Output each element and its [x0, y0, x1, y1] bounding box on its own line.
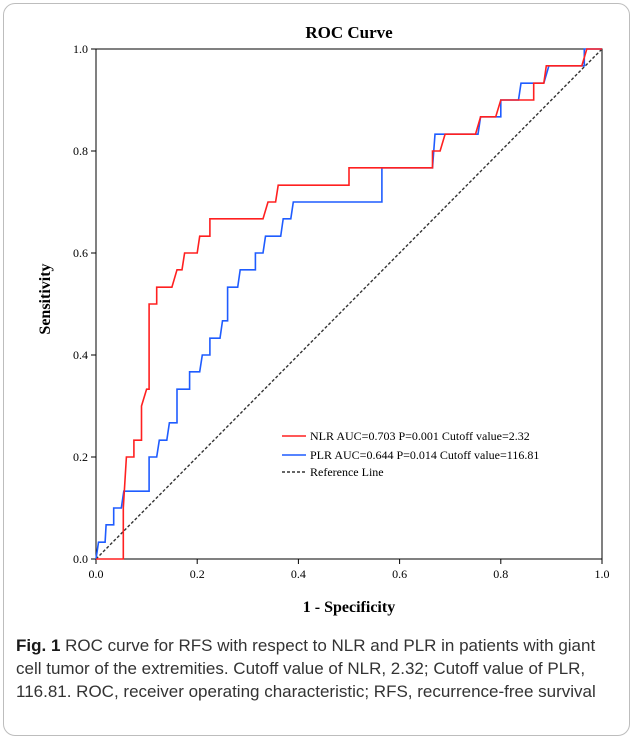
y-axis-label: Sensitivity	[37, 263, 54, 334]
caption-text: ROC curve for RFS with respect to NLR an…	[16, 636, 596, 701]
x-tick-label: 0.8	[493, 567, 508, 581]
plot-area	[95, 48, 603, 560]
x-tick-label: 0.2	[190, 567, 205, 581]
figure-label: Fig. 1	[16, 636, 61, 655]
x-tick-label: 0.0	[89, 567, 104, 581]
y-tick-label: 0.4	[73, 348, 88, 362]
legend-label-reference: Reference Line	[310, 465, 384, 479]
x-tick-label: 0.6	[392, 567, 407, 581]
roc-chart: ROC Curve Sensitivity 1 - Specificity 0.…	[37, 23, 610, 616]
chart-title: ROC Curve	[305, 23, 393, 42]
y-tick-label: 0.0	[73, 552, 88, 566]
figure-caption: Fig. 1 ROC curve for RFS with respect to…	[16, 634, 616, 703]
nlr-roc-line	[96, 48, 602, 560]
y-tick-label: 0.8	[73, 144, 88, 158]
legend-label-plr: PLR AUC=0.644 P=0.014 Cutoff value=116.8…	[310, 448, 539, 462]
legend: NLR AUC=0.703 P=0.001 Cutoff value=2.32 …	[282, 429, 539, 479]
y-tick-label: 0.2	[73, 450, 88, 464]
y-tick-label: 0.6	[73, 246, 88, 260]
x-axis-label: 1 - Specificity	[303, 599, 395, 616]
y-tick-label: 1.0	[73, 42, 88, 56]
reference-line	[95, 48, 603, 560]
x-tick-label: 1.0	[595, 567, 610, 581]
legend-label-nlr: NLR AUC=0.703 P=0.001 Cutoff value=2.32	[310, 429, 530, 443]
x-tick-label: 0.4	[291, 567, 306, 581]
